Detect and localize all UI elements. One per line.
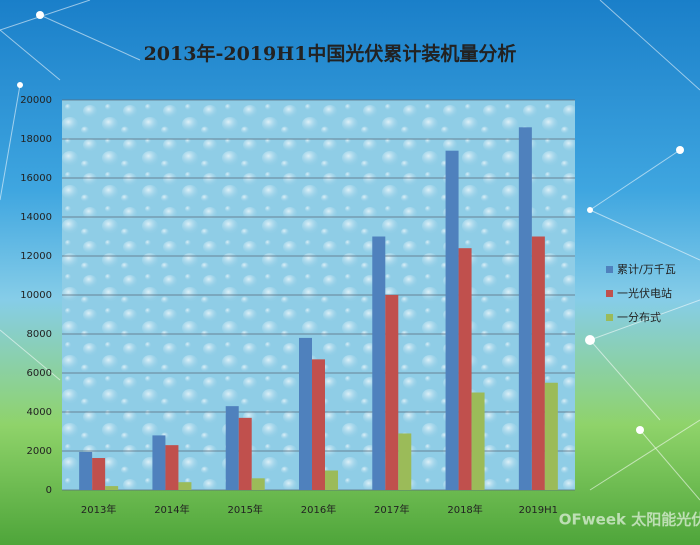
chart-title: 2013年-2019H1中国光伏累计装机量分析 [144,42,517,65]
x-tick-label: 2018年 [447,503,482,516]
x-tick-label: 2019H1 [519,505,558,516]
bar [518,127,532,491]
bar [299,337,312,490]
bar [531,236,545,490]
bar [398,433,412,490]
legend-swatch [606,266,613,273]
legend-label: 累计/万千瓦 [617,263,676,276]
y-tick-label: 16000 [20,173,52,184]
y-tick-label: 12000 [20,251,52,262]
bar [471,392,485,490]
bar [445,150,459,490]
y-tick-label: 20000 [20,95,52,106]
bar [165,445,179,490]
bar [312,359,325,490]
bar [178,482,192,490]
background-network [0,0,700,500]
y-tick-label: 10000 [20,290,52,301]
bar [458,248,472,490]
y-tick-label: 14000 [20,212,52,223]
x-tick-label: 2013年 [81,503,116,516]
x-tick-label: 2016年 [301,503,336,516]
bar [105,486,119,490]
bar [79,451,93,490]
legend-swatch [606,314,613,321]
watermark: OFweek 太阳能光伏网 [559,511,700,529]
bar [544,382,558,490]
y-tick-label: 0 [46,485,52,496]
x-tick-label: 2015年 [227,503,262,516]
y-tick-label: 4000 [27,407,52,418]
y-tick-label: 18000 [20,134,52,145]
bar [225,406,239,490]
legend-label: 一光伏电站 [617,286,672,300]
legend-label: 一分布式 [617,311,661,324]
bar [325,470,338,490]
y-tick-label: 2000 [27,446,52,457]
bar [152,435,166,490]
bar [251,478,265,490]
y-tick-label: 6000 [27,368,52,379]
bar [238,417,252,490]
bar [92,458,106,490]
y-tick-label: 8000 [27,329,52,340]
legend-swatch [606,290,613,297]
bar [385,295,399,490]
bar [372,236,386,490]
x-tick-label: 2017年 [374,503,409,516]
x-tick-label: 2014年 [154,503,189,516]
